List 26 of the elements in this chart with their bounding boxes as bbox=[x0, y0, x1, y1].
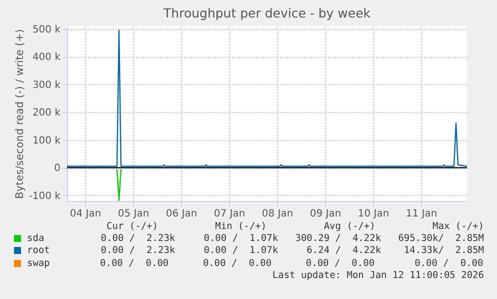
legend-label: root bbox=[27, 245, 51, 256]
y-tick-label: 400 k bbox=[32, 52, 61, 64]
line-series bbox=[66, 30, 468, 167]
text: 0.00 / 2.23k 0.00 / 1.07k 300.29 / 4.22k 695.30k/ 2.85M bbox=[100, 232, 484, 244]
x-tick-label: 08 Jan bbox=[262, 208, 294, 220]
y-tick-label: 300 k bbox=[32, 80, 61, 91]
x-tick-label: 10 Jan bbox=[358, 208, 390, 220]
x-tick-label: 09 Jan bbox=[310, 208, 342, 220]
legend-label: swap bbox=[27, 258, 51, 269]
x-tick-label: 06 Jan bbox=[166, 208, 198, 220]
y-tick-label: -100 k bbox=[28, 190, 61, 202]
legend-label: sda bbox=[27, 232, 46, 244]
x-tick-label: 04 Jan bbox=[70, 208, 102, 220]
text: 0.00 / 0.00 0.00 / 0.00 0.00 / 0.00 0.00 / 0.00 bbox=[100, 258, 484, 269]
text: Cur (-/+) Min (-/+) Avg (-/+) Max (-/+) bbox=[106, 220, 484, 232]
y-axis-title: Bytes/second read (-) / write (+) bbox=[14, 29, 26, 199]
y-tick-label: 200 k bbox=[32, 108, 61, 119]
x-tick-label: 07 Jan bbox=[214, 208, 246, 220]
x-tick-label: 11 Jan bbox=[406, 208, 438, 220]
x-tick-label: 05 Jan bbox=[118, 208, 150, 220]
text: 0.00 / 2.23k 0.00 / 1.07k 6.24 / 4.22k 14.33k/ 2.85M bbox=[100, 245, 484, 256]
chart-title: Throughput per device - by week bbox=[162, 5, 372, 20]
y-tick-label: 100 k bbox=[32, 135, 61, 146]
text: Last update: Mon Jan 12 11:00:05 2026 bbox=[271, 269, 484, 282]
y-tick-label: 0 bbox=[54, 163, 60, 174]
y-tick-label: 500 k bbox=[32, 24, 61, 36]
